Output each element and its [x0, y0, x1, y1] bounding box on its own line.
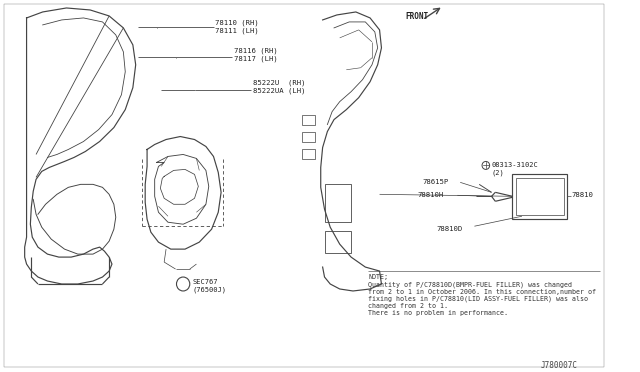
Bar: [324, 185, 351, 222]
Bar: [301, 132, 315, 141]
Text: 78810: 78810: [572, 192, 593, 198]
Text: FRONT: FRONT: [405, 12, 428, 21]
Text: 78116 (RH)
78117 (LH): 78116 (RH) 78117 (LH): [234, 48, 278, 62]
Text: 85222U  (RH)
85222UA (LH): 85222U (RH) 85222UA (LH): [253, 80, 306, 94]
Text: NOTE;
Quantity of P/C78810D(BMPR-FUEL FILLER) was changed
from 2 to 1 in October: NOTE; Quantity of P/C78810D(BMPR-FUEL FI…: [368, 274, 596, 316]
Bar: [301, 115, 315, 125]
Bar: [513, 174, 568, 219]
Text: 78615P: 78615P: [422, 179, 449, 185]
Text: 78810D: 78810D: [436, 226, 463, 232]
Bar: [516, 179, 564, 215]
Text: 78110 (RH)
78111 (LH): 78110 (RH) 78111 (LH): [216, 20, 259, 34]
Text: 78810H: 78810H: [417, 192, 444, 198]
Text: 08313-3102C
(2): 08313-3102C (2): [492, 163, 538, 176]
Bar: [301, 150, 315, 160]
Text: J780007C: J780007C: [541, 361, 578, 370]
Bar: [324, 231, 351, 253]
Text: SEC767
(76500J): SEC767 (76500J): [193, 279, 227, 292]
